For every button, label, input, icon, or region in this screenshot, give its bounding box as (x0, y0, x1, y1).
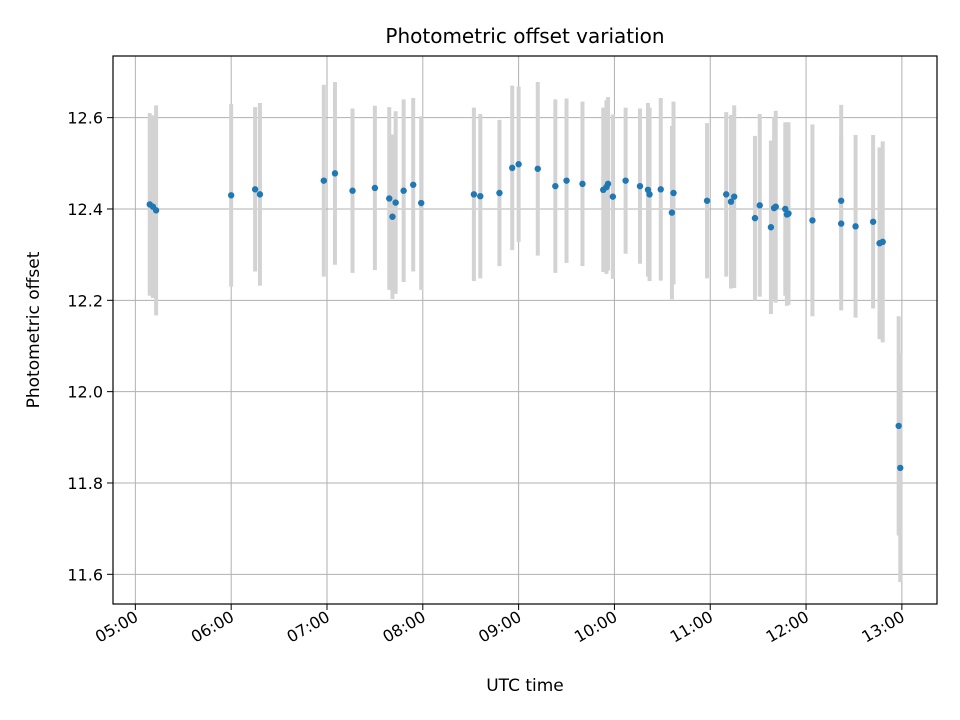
data-point (879, 238, 886, 246)
data-point (331, 170, 339, 177)
data-point (386, 195, 393, 202)
data-point (723, 191, 730, 198)
data-point (782, 205, 789, 213)
data-point (552, 182, 559, 190)
data-point (727, 198, 735, 205)
data-point (389, 213, 396, 220)
data-point (256, 191, 264, 198)
data-point (668, 209, 676, 216)
data-point (515, 161, 522, 168)
data-point (563, 177, 570, 184)
data-point (657, 186, 664, 193)
data-point (897, 464, 904, 472)
data-point (809, 217, 816, 224)
x-axis-title: UTC time (486, 676, 564, 696)
data-point (869, 218, 877, 225)
data-point (636, 182, 644, 190)
data-point (837, 197, 845, 204)
data-point (837, 220, 845, 227)
data-point (646, 191, 653, 198)
data-point (772, 203, 779, 210)
data-point (400, 187, 407, 194)
y-tick-label: 12.6 (67, 109, 103, 128)
y-tick-label: 11.6 (67, 565, 103, 584)
data-point (604, 180, 612, 188)
data-point (410, 181, 417, 188)
data-point (730, 193, 738, 200)
data-point (509, 164, 516, 172)
data-point (609, 193, 617, 200)
y-tick-label: 12.2 (67, 291, 103, 310)
y-tick-label: 11.8 (67, 474, 103, 493)
data-point (756, 202, 763, 209)
y-tick-label: 12.4 (67, 200, 103, 219)
data-point (496, 189, 503, 197)
data-point (785, 210, 792, 217)
plot-frame (112, 55, 938, 605)
data-point (534, 165, 541, 172)
data-point (251, 186, 259, 193)
data-point (392, 199, 399, 206)
chart-title: Photometric offset variation (385, 24, 664, 48)
data-point (579, 180, 586, 188)
data-point (227, 192, 235, 199)
data-point (895, 422, 902, 430)
data-point (852, 223, 859, 230)
data-point (751, 214, 759, 222)
data-point (470, 191, 478, 198)
data-point (477, 192, 484, 200)
data-point (418, 199, 425, 207)
data-point (152, 207, 160, 214)
data-point (670, 189, 677, 197)
data-point (767, 224, 775, 231)
data-point (320, 177, 327, 184)
data-point (622, 177, 629, 184)
data-point (371, 184, 379, 192)
data-point (703, 197, 711, 204)
y-axis-title: Photometric offset (24, 251, 44, 408)
data-point (349, 187, 356, 194)
y-tick-label: 12.0 (67, 383, 103, 402)
data-point-layer (146, 161, 904, 472)
